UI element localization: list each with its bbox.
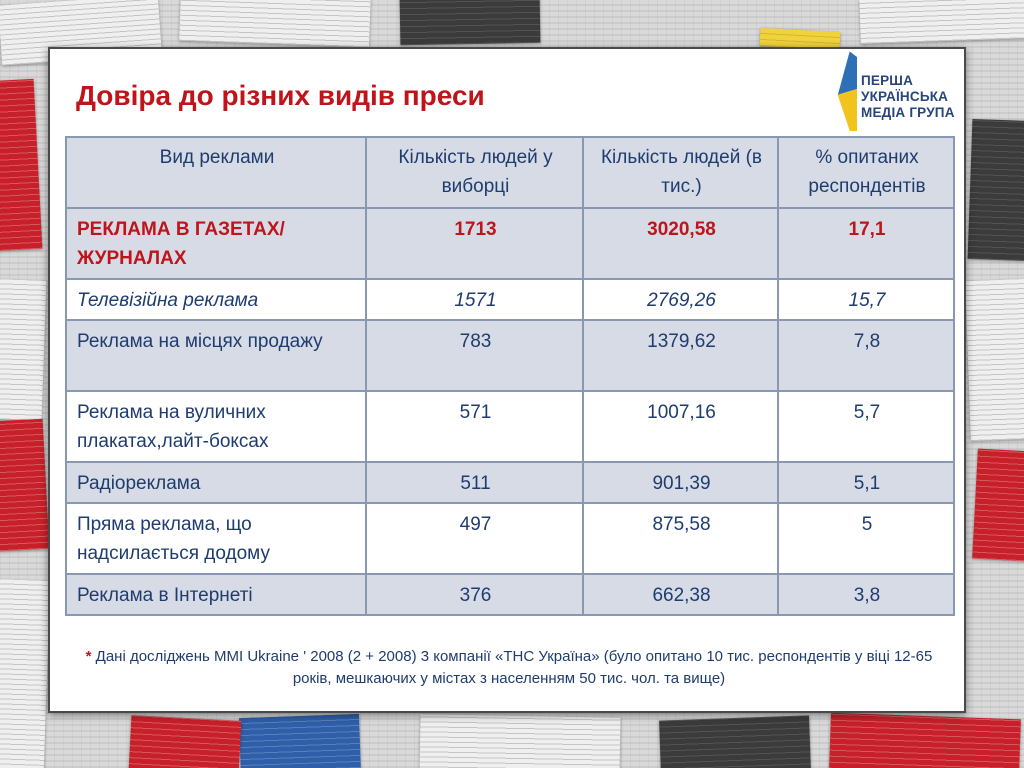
newspaper-clipping (419, 714, 621, 768)
newspaper-clipping (967, 118, 1024, 262)
cell-thousands: 2769,26 (582, 278, 779, 321)
newspaper-clipping (0, 279, 47, 421)
cell-count: 376 (365, 573, 584, 616)
cell-ad-type: Реклама в Інтернеті (65, 573, 367, 616)
logo-line: УКРАЇНСЬКА (861, 89, 949, 104)
table-row: Телевізійна реклама 1571 2769,26 15,7 (65, 278, 955, 321)
newspaper-clipping (859, 0, 1024, 44)
newspaper-clipping (659, 715, 811, 768)
newspaper-clipping (128, 715, 242, 768)
cell-ad-type: Пряма реклама, що надсилається додому (65, 502, 367, 575)
press-trust-table: Вид реклами Кількість людей у виборці Кі… (65, 136, 955, 616)
cell-count: 571 (365, 390, 584, 463)
cell-percent: 5,7 (777, 390, 955, 463)
newspaper-clipping (238, 713, 362, 768)
footnote-text: Дані досліджень MMI Ukraine ' 2008 (2 + … (95, 648, 933, 687)
logo-flag-icon (836, 51, 857, 131)
cell-ad-type: Реклама в газетах/журналах (65, 207, 367, 280)
table-row: Реклама на місцях продажу 783 1379,62 7,… (65, 319, 955, 392)
newspaper-clipping (972, 448, 1024, 562)
logo-line: ПЕРША (861, 73, 914, 88)
cell-percent: 5,1 (777, 461, 955, 504)
cell-thousands: 1007,16 (582, 390, 779, 463)
cell-count: 1713 (365, 207, 584, 280)
logo-line: МЕДІА ГРУПА (861, 105, 955, 120)
press-label: Реклама в газетах/журналах (77, 219, 285, 269)
cell-thousands: 901,39 (582, 461, 779, 504)
table-row: Пряма реклама, що надсилається додому 49… (65, 502, 955, 575)
cell-thousands: 3020,58 (582, 207, 779, 280)
header-thousands: Кількість людей (в тис.) (582, 136, 779, 209)
footnote: * Дані досліджень MMI Ukraine ' 2008 (2 … (80, 646, 938, 690)
cell-percent: 15,7 (777, 278, 955, 321)
table-row: Реклама на вуличних плакатах,лайт-боксах… (65, 390, 955, 463)
header-ad-type: Вид реклами (65, 136, 367, 209)
cell-percent: 7,8 (777, 319, 955, 392)
cell-thousands: 1379,62 (582, 319, 779, 392)
newspaper-clipping (0, 78, 43, 252)
cell-percent: 3,8 (777, 573, 955, 616)
table-row: Радіореклама 511 901,39 5,1 (65, 461, 955, 504)
cell-count: 497 (365, 502, 584, 575)
cell-percent: 17,1 (777, 207, 955, 280)
cell-ad-type: Телевізійна реклама (65, 278, 367, 321)
cell-percent: 5 (777, 502, 955, 575)
newspaper-clipping (0, 579, 51, 768)
newspaper-clipping (0, 418, 50, 552)
cell-ad-type: Реклама на місцях продажу (65, 319, 367, 392)
cell-thousands: 875,58 (582, 502, 779, 575)
header-sample-count: Кількість людей у виборці (365, 136, 584, 209)
slide-title: Довіра до різних видів преси (76, 80, 485, 111)
cell-thousands: 662,38 (582, 573, 779, 616)
cell-count: 1571 (365, 278, 584, 321)
slide-panel: Довіра до різних видів преси ПЕРША УКРАЇ… (48, 47, 966, 713)
cell-count: 783 (365, 319, 584, 392)
newspaper-clipping (399, 0, 541, 46)
table-row: Реклама в Інтернеті 376 662,38 3,8 (65, 573, 955, 616)
cell-ad-type: Радіореклама (65, 461, 367, 504)
logo-text: ПЕРША УКРАЇНСЬКА МЕДІА ГРУПА (861, 73, 963, 121)
cell-count: 511 (365, 461, 584, 504)
newspaper-clipping (829, 712, 1021, 768)
header-percent: % опитаних респондентів (777, 136, 955, 209)
footnote-marker: * (85, 648, 92, 665)
table-header-row: Вид реклами Кількість людей у виборці Кі… (65, 136, 955, 209)
cell-ad-type: Реклама на вуличних плакатах,лайт-боксах (65, 390, 367, 463)
table-row: Реклама в газетах/журналах 1713 3020,58 … (65, 207, 955, 280)
pershа-media-group-logo: ПЕРША УКРАЇНСЬКА МЕДІА ГРУПА (833, 51, 963, 135)
newspaper-clipping (965, 279, 1024, 441)
newspaper-clipping (179, 0, 371, 48)
